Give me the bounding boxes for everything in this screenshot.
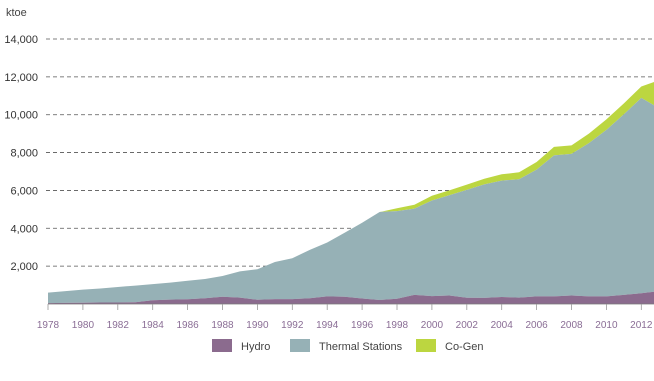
- y-tick-label: 12,000: [4, 72, 38, 84]
- x-tick-label: 1998: [386, 320, 409, 331]
- x-tick-label: 1986: [176, 320, 199, 331]
- x-tick-label: 1980: [72, 320, 95, 331]
- y-tick-label: 14,000: [4, 34, 38, 46]
- x-tick-label: 1996: [351, 320, 374, 331]
- legend-label: Co-Gen: [445, 341, 484, 353]
- y-tick-labels: 2,000 4,000 6,000 8,000 10,000 12,000 14,000: [4, 34, 38, 273]
- y-tick-label: 4,000: [10, 223, 38, 235]
- legend-label: Hydro: [241, 341, 270, 353]
- x-tick-label: 1990: [246, 320, 269, 331]
- y-tick-label: 8,000: [10, 148, 38, 160]
- area-hydro: [48, 291, 654, 304]
- legend-item-thermal-stations: Thermal Stations: [290, 339, 403, 353]
- x-tick-label: 2012: [630, 320, 653, 331]
- y-tick-label: 10,000: [4, 110, 38, 122]
- y-tick-label: 6,000: [10, 185, 38, 197]
- x-tick-label: 2006: [525, 320, 548, 331]
- x-tick-label: 1982: [107, 320, 130, 331]
- x-tick-label: 1978: [37, 320, 60, 331]
- legend-swatch: [416, 339, 436, 352]
- area-thermal-stations: [48, 97, 654, 304]
- grid-lines: [46, 38, 654, 267]
- legend-item-hydro: Hydro: [212, 339, 270, 353]
- x-tick-label: 2008: [560, 320, 583, 331]
- legend: Hydro Thermal Stations Co-Gen: [212, 339, 484, 353]
- x-tick-label: 1994: [316, 320, 339, 331]
- x-tick-label: 2004: [491, 320, 514, 331]
- legend-swatch: [212, 339, 232, 352]
- x-tick-label: 1988: [211, 320, 234, 331]
- x-tick-label: 2002: [456, 320, 479, 331]
- y-axis-title: ktoe: [6, 7, 27, 19]
- x-tick-labels: 1978 1980 1982 1984 1986 1988 1990 1992 1994 1996…: [37, 304, 653, 331]
- legend-item-co-gen: Co-Gen: [416, 339, 484, 353]
- x-tick-label: 2000: [421, 320, 444, 331]
- legend-swatch: [290, 339, 310, 352]
- stacked-areas: [48, 82, 654, 304]
- x-tick-label: 1992: [281, 320, 304, 331]
- x-tick-label: 2010: [595, 320, 618, 331]
- x-tick-label: 1984: [142, 320, 165, 331]
- y-tick-label: 2,000: [10, 261, 38, 273]
- legend-label: Thermal Stations: [319, 341, 403, 353]
